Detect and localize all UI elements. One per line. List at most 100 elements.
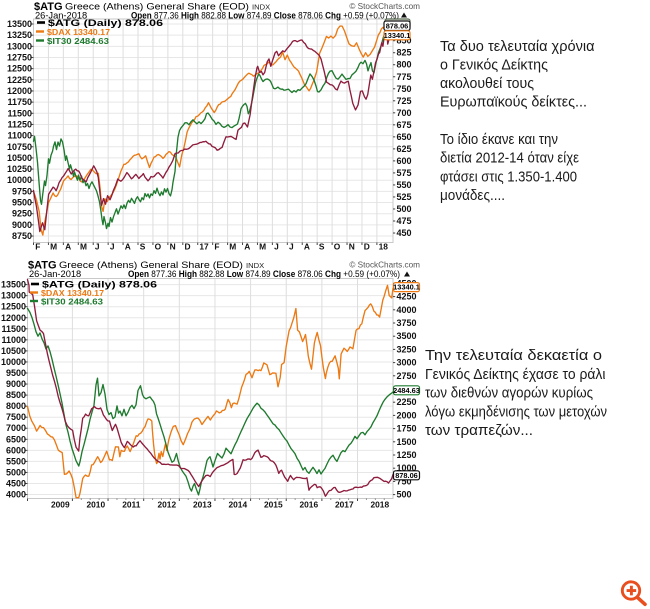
svg-text:2750: 2750 (397, 371, 417, 381)
svg-text:4250: 4250 (397, 292, 417, 302)
svg-text:11250: 11250 (7, 119, 32, 129)
svg-text:D: D (364, 242, 370, 252)
svg-text:12000: 12000 (1, 313, 26, 323)
svg-text:775: 775 (397, 72, 412, 82)
svg-text:750: 750 (397, 84, 412, 94)
svg-text:2015: 2015 (264, 500, 283, 510)
svg-text:© StockCharts.com: © StockCharts.com (349, 261, 420, 270)
svg-text:11500: 11500 (7, 108, 32, 118)
svg-text:13500: 13500 (7, 19, 32, 29)
svg-text:$DAX 13340.17: $DAX 13340.17 (47, 27, 110, 37)
svg-text:10750: 10750 (7, 142, 32, 152)
svg-text:725: 725 (397, 96, 412, 106)
svg-text:13000: 13000 (7, 41, 32, 51)
svg-text:475: 475 (397, 216, 412, 226)
svg-text:12500: 12500 (7, 64, 32, 74)
svg-text:450: 450 (397, 228, 412, 238)
svg-text:13000: 13000 (1, 291, 26, 301)
svg-text:$ATG: $ATG (34, 1, 63, 13)
svg-text:Την τελευταία δεκαετία ο: Την τελευταία δεκαετία ο (425, 347, 602, 364)
svg-text:A: A (304, 242, 310, 252)
svg-text:1000: 1000 (397, 463, 417, 473)
svg-text:$IT30 2484.63: $IT30 2484.63 (47, 36, 109, 46)
svg-text:575: 575 (397, 168, 412, 178)
svg-text:$IT30 2484.63: $IT30 2484.63 (41, 297, 103, 307)
svg-text:A: A (125, 242, 131, 252)
svg-text:J: J (274, 242, 279, 252)
svg-text:7000: 7000 (6, 423, 26, 433)
svg-text:2000: 2000 (397, 410, 417, 420)
svg-text:O: O (155, 242, 162, 252)
svg-text:9500: 9500 (12, 198, 32, 208)
svg-text:ακολουθεί τους: ακολουθεί τους (440, 75, 534, 92)
svg-text:550: 550 (397, 180, 412, 190)
svg-text:διετία 2012-14 όταν είχε: διετία 2012-14 όταν είχε (440, 150, 579, 167)
svg-text:F: F (35, 242, 40, 252)
svg-text:A: A (65, 242, 71, 252)
svg-text:5000: 5000 (6, 468, 26, 478)
svg-text:1250: 1250 (397, 450, 417, 460)
svg-text:9000: 9000 (12, 220, 32, 230)
svg-text:INDX: INDX (252, 3, 270, 12)
svg-text:10500: 10500 (7, 153, 32, 163)
svg-text:10000: 10000 (7, 175, 32, 185)
svg-text:S: S (140, 242, 146, 252)
svg-text:12500: 12500 (1, 302, 26, 312)
svg-text:13340.1: 13340.1 (384, 31, 411, 40)
svg-text:2011: 2011 (122, 500, 141, 510)
svg-text:$ATG (Daily) 878.06: $ATG (Daily) 878.06 (48, 18, 163, 29)
svg-text:3250: 3250 (397, 344, 417, 354)
svg-text:4000: 4000 (6, 490, 26, 500)
svg-text:8000: 8000 (6, 401, 26, 411)
svg-text:600: 600 (397, 156, 412, 166)
svg-text:850: 850 (397, 36, 412, 46)
svg-text:M: M (50, 242, 57, 252)
svg-text:1500: 1500 (397, 437, 417, 447)
svg-text:$ATG (Daily) 878.06: $ATG (Daily) 878.06 (42, 280, 157, 291)
svg-text:7500: 7500 (6, 412, 26, 422)
svg-text:$ATG: $ATG (28, 260, 57, 272)
svg-text:6500: 6500 (6, 434, 26, 444)
svg-text:INDX: INDX (246, 261, 264, 270)
svg-text:13340.1: 13340.1 (393, 283, 420, 292)
svg-text:3000: 3000 (397, 358, 417, 368)
svg-text:675: 675 (397, 120, 412, 130)
svg-text:M: M (229, 242, 236, 252)
svg-text:Open 877.36 High 882.88 Low 87: Open 877.36 High 882.88 Low 874.89 Close… (128, 269, 400, 279)
svg-text:Greece (Athens) General Share: Greece (Athens) General Share (EOD) (65, 1, 249, 12)
svg-text:ο Γενικός Δείκτης: ο Γενικός Δείκτης (440, 56, 548, 73)
svg-text:12750: 12750 (7, 53, 32, 63)
svg-text:4500: 4500 (6, 479, 26, 489)
svg-text:D: D (185, 242, 191, 252)
svg-text:10500: 10500 (1, 346, 26, 356)
svg-text:φτάσει στις 1.350-1.400: φτάσει στις 1.350-1.400 (440, 168, 577, 185)
svg-text:των διεθνών αγορών κυρίως: των διεθνών αγορών κυρίως (425, 385, 593, 402)
svg-text:11500: 11500 (1, 324, 26, 334)
svg-text:2013: 2013 (193, 500, 212, 510)
svg-text:9500: 9500 (6, 368, 26, 378)
svg-text:878.06: 878.06 (386, 21, 409, 30)
svg-text:11750: 11750 (7, 97, 32, 107)
svg-text:2010: 2010 (86, 500, 105, 510)
svg-text:5500: 5500 (6, 456, 26, 466)
svg-text:J: J (289, 242, 294, 252)
svg-text:4000: 4000 (397, 305, 417, 315)
svg-text:500: 500 (397, 204, 412, 214)
svg-text:J: J (110, 242, 115, 252)
svg-text:9750: 9750 (12, 186, 32, 196)
svg-text:M: M (80, 242, 87, 252)
svg-text:N: N (349, 242, 355, 252)
svg-text:Open 877.36 High 882.88 Low 87: Open 877.36 High 882.88 Low 874.89 Close… (131, 11, 399, 21)
svg-text:1750: 1750 (397, 424, 417, 434)
svg-text:2484.63: 2484.63 (393, 386, 420, 395)
svg-text:800: 800 (397, 60, 412, 70)
svg-text:Τα δυο τελευταία χρόνια: Τα δυο τελευταία χρόνια (440, 38, 595, 55)
svg-text:F: F (214, 242, 219, 252)
svg-text:J: J (95, 242, 100, 252)
svg-text:2009: 2009 (51, 500, 70, 510)
svg-text:2014: 2014 (228, 500, 247, 510)
svg-text:750: 750 (397, 476, 412, 486)
svg-text:6000: 6000 (6, 445, 26, 455)
svg-text:Γενικός Δείκτης έχασε το ράλι: Γενικός Δείκτης έχασε το ράλι (425, 366, 606, 383)
svg-text:O: O (334, 242, 341, 252)
